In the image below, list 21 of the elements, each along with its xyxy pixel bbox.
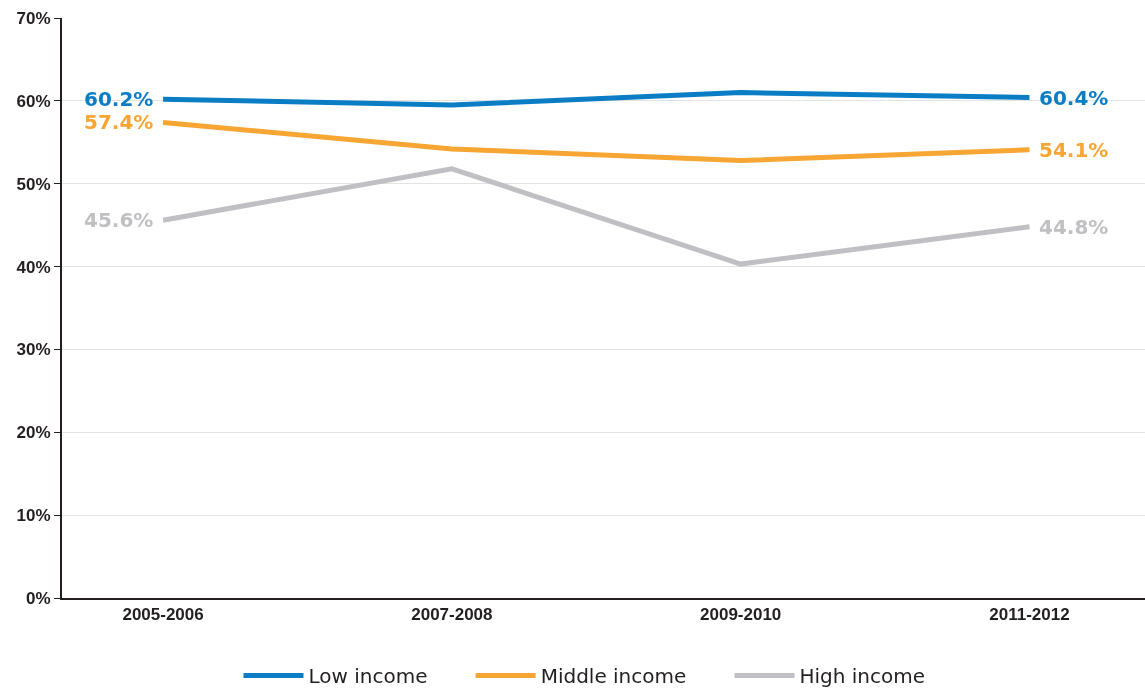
legend-label: Middle income: [540, 664, 725, 689]
data-label: 57.4%: [84, 110, 154, 134]
y-tick-label: 20%: [16, 423, 51, 443]
y-tick-label: 0%: [26, 588, 51, 608]
data-label: 60.2%: [84, 87, 154, 111]
legend-label: Low income: [308, 664, 466, 689]
y-tick-label: 10%: [16, 506, 51, 526]
x-tick-label: 2009-2010: [700, 605, 782, 625]
x-tick-label: 2007-2008: [411, 605, 493, 625]
data-label: 60.4%: [1039, 86, 1109, 110]
y-tick-label: 60%: [16, 91, 51, 111]
y-tick-label: 30%: [16, 340, 51, 360]
data-label: 54.1%: [1039, 138, 1109, 162]
y-tick-label: 40%: [16, 257, 51, 277]
x-tick-label: 2005-2006: [122, 605, 204, 625]
y-tick-label: 70%: [16, 8, 51, 28]
y-tick-label: 50%: [16, 174, 51, 194]
data-label: 44.8%: [1039, 215, 1109, 239]
x-tick-label: 2011-2012: [989, 605, 1070, 625]
legend-label: High income: [799, 664, 964, 689]
data-label: 45.6%: [84, 208, 154, 232]
